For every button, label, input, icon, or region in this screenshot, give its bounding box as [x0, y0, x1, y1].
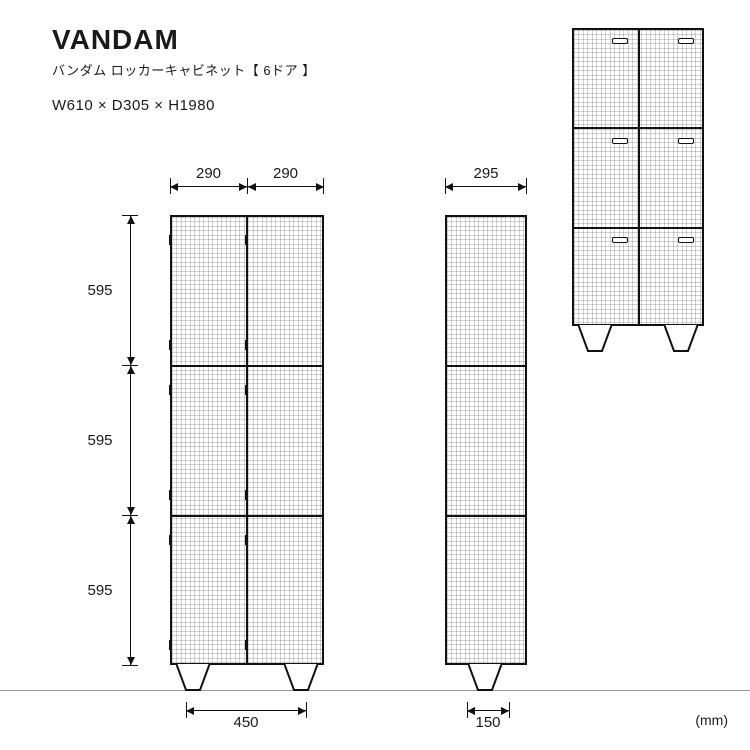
front-top-dim-right: 290	[247, 165, 324, 182]
arrowhead-icon	[127, 507, 135, 515]
hinge-icon	[169, 235, 172, 245]
overall-dimensions: W610 × D305 × H1980	[52, 97, 316, 114]
dim-tick	[122, 665, 138, 666]
latch-icon	[612, 138, 628, 144]
front-divider-2	[170, 515, 324, 517]
side-top-dim-line	[445, 186, 527, 187]
iso-hdiv-1	[572, 127, 704, 129]
side-view-body	[445, 215, 527, 665]
hinge-icon	[169, 640, 172, 650]
front-left-dim-1: 595	[80, 282, 120, 299]
side-bottom-dim: 150	[452, 714, 524, 731]
iso-leg-right	[664, 324, 698, 352]
front-divider-1	[170, 365, 324, 367]
front-leg-left	[176, 663, 210, 691]
hinge-icon	[169, 340, 172, 350]
hinge-icon	[245, 535, 248, 545]
side-leg	[468, 663, 502, 691]
iso-vdiv	[638, 28, 640, 326]
front-leg-right	[284, 663, 318, 691]
hinge-icon	[245, 490, 248, 500]
hinge-icon	[169, 385, 172, 395]
front-top-dim-left: 290	[170, 165, 247, 182]
hinge-icon	[245, 385, 248, 395]
hinge-icon	[245, 640, 248, 650]
header-block: VANDAM バンダム ロッカーキャビネット【 6ドア 】 W610 × D30…	[52, 24, 316, 114]
latch-icon	[678, 138, 694, 144]
latch-icon	[678, 38, 694, 44]
front-bottom-dim: 450	[186, 714, 306, 731]
arrowhead-icon	[127, 366, 135, 374]
iso-hdiv-2	[572, 227, 704, 229]
ground-line	[0, 690, 750, 691]
front-center-divider	[246, 215, 248, 665]
arrowhead-icon	[127, 657, 135, 665]
product-title: VANDAM	[52, 24, 316, 56]
hinge-icon	[245, 340, 248, 350]
iso-leg-left	[578, 324, 612, 352]
front-bottom-dim-line	[186, 710, 306, 711]
latch-icon	[612, 38, 628, 44]
arrowhead-icon	[445, 183, 453, 191]
arrowhead-icon	[248, 183, 256, 191]
side-divider-1	[445, 365, 527, 367]
iso-view	[572, 28, 704, 358]
arrowhead-icon	[127, 357, 135, 365]
front-left-dim-2: 595	[80, 432, 120, 449]
latch-icon	[678, 237, 694, 243]
arrowhead-icon	[170, 183, 178, 191]
hinge-icon	[245, 235, 248, 245]
hinge-icon	[169, 535, 172, 545]
side-divider-2	[445, 515, 527, 517]
front-left-dim-line	[130, 215, 131, 665]
front-left-dim-3: 595	[80, 582, 120, 599]
arrowhead-icon	[239, 183, 247, 191]
arrowhead-icon	[316, 183, 324, 191]
arrowhead-icon	[127, 216, 135, 224]
hinge-icon	[169, 490, 172, 500]
side-top-dim: 295	[445, 165, 527, 182]
unit-label: (mm)	[695, 712, 728, 728]
product-subtitle: バンダム ロッカーキャビネット【 6ドア 】	[52, 60, 316, 79]
latch-icon	[612, 237, 628, 243]
arrowhead-icon	[127, 516, 135, 524]
dim-tick	[306, 702, 307, 718]
arrowhead-icon	[518, 183, 526, 191]
